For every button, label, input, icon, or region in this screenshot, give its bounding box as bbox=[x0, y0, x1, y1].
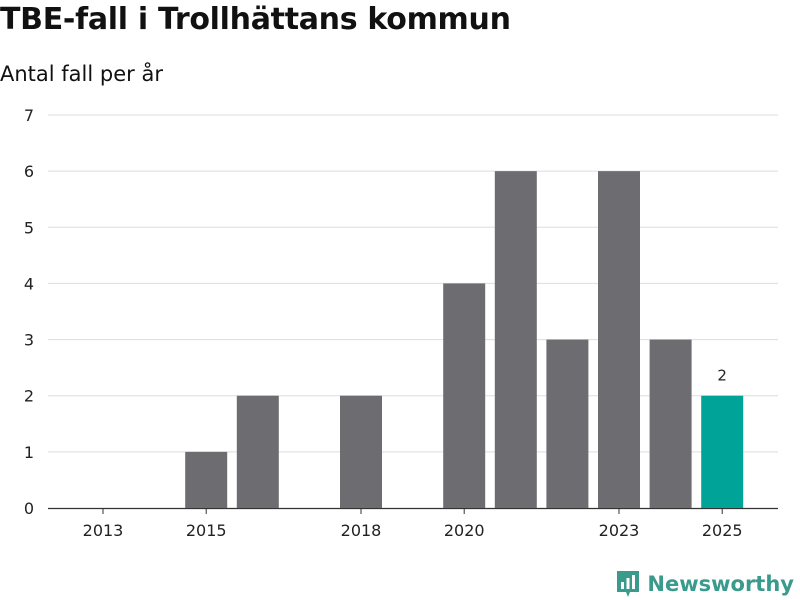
x-tick-label: 2025 bbox=[702, 521, 743, 540]
bar-2016 bbox=[236, 395, 279, 508]
bar-2018 bbox=[340, 395, 382, 508]
y-tick-label: 4 bbox=[24, 274, 34, 293]
bar-2024 bbox=[649, 339, 692, 508]
chart-title: TBE-fall i Trollhättans kommun bbox=[0, 2, 511, 37]
bar-2015 bbox=[185, 451, 228, 508]
x-tick-label: 2023 bbox=[599, 521, 640, 540]
bars bbox=[185, 171, 744, 508]
bar-2021 bbox=[494, 171, 537, 508]
newsworthy-logo: Newsworthy bbox=[615, 569, 794, 599]
x-tick-label: 2018 bbox=[341, 521, 382, 540]
gridlines bbox=[48, 114, 778, 510]
newsworthy-chart-icon bbox=[617, 571, 640, 597]
data-label: 2 bbox=[717, 367, 727, 385]
y-tick-label: 3 bbox=[24, 331, 34, 350]
x-tick-label: 2013 bbox=[83, 521, 124, 540]
logo-text: Newsworthy bbox=[647, 572, 794, 596]
chart-subtitle: Antal fall per år bbox=[0, 62, 163, 86]
bar-chart: 0 1 2 3 4 5 6 7 2013 2015 2018 2020 2023 2025 2 bbox=[24, 106, 778, 540]
y-tick-label: 1 bbox=[24, 443, 34, 462]
bar-2023 bbox=[598, 171, 640, 508]
data-labels: 2 bbox=[717, 367, 727, 385]
y-tick-label: 2 bbox=[24, 387, 34, 406]
y-tick-label: 0 bbox=[24, 499, 34, 518]
bar-2022 bbox=[546, 339, 589, 508]
x-tick-label: 2015 bbox=[186, 521, 227, 540]
y-tick-label: 7 bbox=[24, 106, 34, 125]
x-axis-ticks: 2013 2015 2018 2020 2023 2025 bbox=[83, 508, 743, 540]
bar-2025 bbox=[701, 395, 744, 508]
y-tick-label: 5 bbox=[24, 218, 34, 237]
y-tick-label: 6 bbox=[24, 162, 34, 181]
x-tick-label: 2020 bbox=[444, 521, 485, 540]
bar-2020 bbox=[443, 283, 486, 508]
y-axis-ticks: 0 1 2 3 4 5 6 7 bbox=[24, 106, 34, 518]
